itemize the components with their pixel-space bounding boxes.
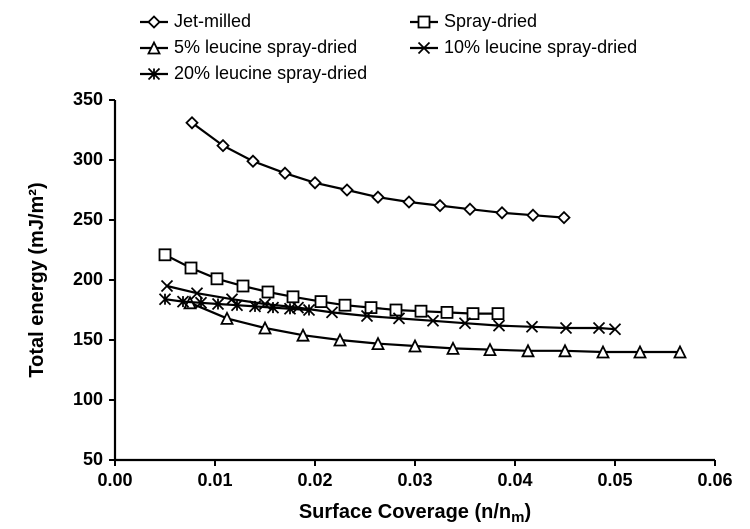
- marker-square: [316, 296, 327, 307]
- chart-container: 50 100 150 200 250 300 350 0.00 0.01 0.02 0.03 0.04…: [0, 0, 750, 529]
- marker-square: [212, 273, 223, 284]
- x-axis-label: Surface Coverage (n/nm): [299, 501, 531, 526]
- legend-label: 10% leucine spray-dried: [444, 37, 637, 57]
- marker-square: [442, 307, 453, 318]
- y-tick-label: 200: [73, 269, 103, 289]
- line-chart: 50 100 150 200 250 300 350 0.00 0.01 0.02 0.03 0.04…: [0, 0, 750, 529]
- y-tick-label: 150: [73, 329, 103, 349]
- legend-label: 20% leucine spray-dried: [174, 63, 367, 83]
- marker-square: [416, 306, 427, 317]
- y-tick-label: 100: [73, 389, 103, 409]
- marker-square: [160, 249, 171, 260]
- marker-square: [186, 263, 197, 274]
- x-tick-label: 0.02: [297, 470, 332, 490]
- marker-square: [391, 305, 402, 316]
- legend-label: Spray-dried: [444, 11, 537, 31]
- legend-marker-square: [419, 17, 430, 28]
- marker-square: [263, 287, 274, 298]
- legend-label: Jet-milled: [174, 11, 251, 31]
- x-tick-label: 0.03: [397, 470, 432, 490]
- y-tick-label: 50: [83, 449, 103, 469]
- y-tick-label: 250: [73, 209, 103, 229]
- y-tick-label: 300: [73, 149, 103, 169]
- chart-background: [0, 0, 750, 529]
- legend-label: 5% leucine spray-dried: [174, 37, 357, 57]
- legend-item-4: 20% leucine spray-dried: [140, 63, 367, 83]
- x-tick-label: 0.05: [597, 470, 632, 490]
- x-tick-label: 0.06: [697, 470, 732, 490]
- marker-square: [468, 308, 479, 319]
- legend-item-3: 10% leucine spray-dried: [410, 37, 637, 57]
- marker-square: [340, 300, 351, 311]
- marker-square: [238, 281, 249, 292]
- x-tick-label: 0.00: [97, 470, 132, 490]
- y-axis-label: Total energy (mJ/m²): [26, 182, 48, 377]
- marker-square: [493, 308, 504, 319]
- y-tick-label: 350: [73, 89, 103, 109]
- x-tick-label: 0.01: [197, 470, 232, 490]
- x-tick-label: 0.04: [497, 470, 532, 490]
- marker-square: [288, 291, 299, 302]
